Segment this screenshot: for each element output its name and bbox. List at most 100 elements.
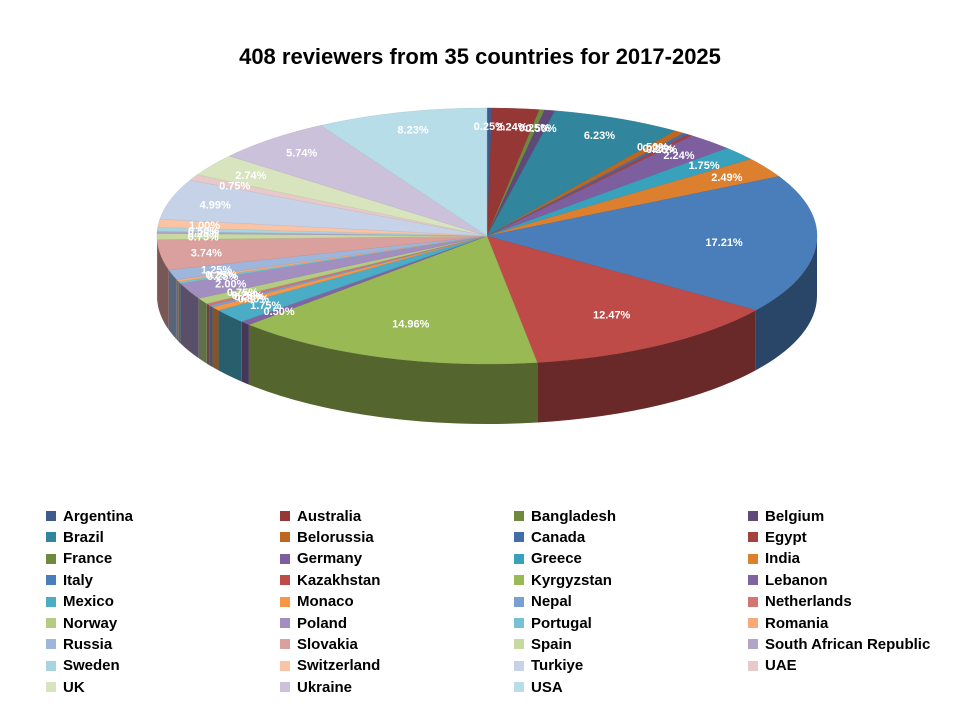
data-label: 0.25%: [642, 143, 673, 155]
legend-swatch: [46, 639, 56, 650]
legend-label: UK: [63, 678, 85, 696]
legend-swatch: [514, 682, 524, 693]
legend-item: UK: [46, 677, 85, 697]
legend-label: South African Republic: [765, 635, 931, 653]
pie-sides: [157, 236, 817, 425]
legend-swatch: [748, 532, 758, 543]
legend-item: Australia: [280, 506, 361, 526]
legend-label: Turkiye: [531, 657, 584, 675]
data-label: 3.74%: [191, 247, 222, 259]
legend-label: Bangladesh: [531, 507, 617, 525]
data-label: 0.75%: [227, 287, 258, 299]
legend-swatch: [514, 618, 524, 628]
legend-label: Russia: [63, 635, 113, 653]
legend-label: Slovakia: [297, 635, 358, 653]
legend-label: India: [765, 550, 801, 568]
legend-label: Australia: [297, 507, 362, 525]
legend-item: Brazil: [46, 527, 104, 547]
data-label: 0.50%: [637, 142, 668, 154]
legend-label: Belorussia: [297, 528, 374, 546]
legend-swatch: [280, 639, 290, 650]
legend-swatch: [748, 511, 758, 521]
legend-label: Netherlands: [765, 593, 852, 611]
legend-swatch: [280, 660, 290, 671]
legend-item: Argentina: [46, 506, 133, 526]
pie-side-russia: [168, 269, 177, 340]
legend-label: Romania: [765, 614, 829, 632]
legend-item: Poland: [280, 613, 347, 633]
legend-swatch: [748, 596, 758, 607]
legend-label: Portugal: [531, 614, 592, 632]
legend-label: Lebanon: [765, 571, 828, 589]
legend-item: Italy: [46, 570, 93, 590]
legend-swatch: [514, 596, 524, 607]
pie-chart: 0.25%2.24%0.25%0.50%6.23%0.50%0.25%0.25%…: [156, 107, 818, 425]
legend-item: France: [46, 549, 112, 569]
data-label: 0.25%: [474, 121, 505, 133]
legend-swatch: [46, 575, 56, 586]
pie-side-nepal: [209, 305, 213, 368]
legend-swatch: [280, 553, 290, 564]
data-label: 1.75%: [250, 300, 281, 312]
pie-slice-brazil: [486, 110, 676, 237]
legend-item: Turkiye: [514, 656, 583, 676]
legend-swatch: [748, 660, 758, 671]
legend-swatch: [514, 575, 524, 586]
data-label: 0.50%: [238, 294, 269, 306]
data-label: 0.25%: [519, 122, 550, 134]
legend-swatch: [46, 660, 56, 671]
legend-item: Egypt: [748, 527, 807, 547]
legend-label: Ukraine: [297, 678, 353, 696]
pie-side-lebanon: [241, 321, 249, 385]
legend-swatch: [748, 639, 758, 650]
legend-item: Germany: [280, 549, 362, 569]
legend-item: Bangladesh: [514, 506, 616, 526]
legend-swatch: [46, 532, 56, 543]
legend-label: Argentina: [63, 507, 134, 525]
legend-item: UAE: [748, 656, 797, 676]
legend-item: Norway: [46, 613, 117, 633]
legend-item: Slovakia: [280, 634, 358, 654]
pie-side-kazakhstan: [537, 310, 756, 423]
data-label: 0.25%: [188, 228, 219, 240]
legend-swatch: [280, 596, 290, 607]
data-label: 12.47%: [593, 309, 631, 321]
pie-side-portugal: [178, 281, 181, 344]
legend-item: Portugal: [514, 613, 592, 633]
data-label: 4.99%: [200, 199, 231, 211]
data-label: 5.74%: [286, 148, 317, 160]
legend-label: Italy: [63, 571, 94, 589]
data-label: 0.50%: [264, 306, 295, 318]
pie-data-labels: 0.25%2.24%0.25%0.50%6.23%0.50%0.25%0.25%…: [188, 121, 743, 330]
data-label: 0.25%: [234, 291, 265, 303]
legend-swatch: [280, 682, 290, 693]
legend-item: Kazakhstan: [280, 570, 380, 590]
legend-label: Poland: [297, 614, 348, 632]
legend-item: Russia: [46, 634, 112, 654]
pie-side-italy: [755, 236, 817, 371]
legend-swatch: [46, 553, 56, 564]
legend-swatch: [514, 511, 524, 521]
legend-swatch: [514, 553, 524, 564]
legend-item: Monaco: [280, 592, 354, 612]
legend-swatch: [46, 682, 56, 693]
chart-title: 408 reviewers from 35 countries for 2017…: [239, 44, 721, 69]
data-label: 2.49%: [711, 172, 742, 184]
legend-item: Kyrgyzstan: [514, 570, 612, 590]
legend-label: Switzerland: [297, 657, 381, 675]
data-label: 0.75%: [219, 181, 250, 193]
data-label: 0.25%: [232, 290, 263, 302]
data-label: 2.00%: [215, 278, 246, 290]
data-label: 6.23%: [584, 130, 615, 142]
data-label: 0.50%: [188, 225, 219, 237]
legend-item: Greece: [514, 549, 582, 569]
legend-swatch: [280, 575, 290, 586]
legend-label: Brazil: [63, 528, 104, 546]
pie-slice-italy: [486, 176, 818, 311]
data-label: 1.00%: [189, 220, 220, 232]
legend-item: Belgium: [748, 506, 824, 526]
legend-swatch: [280, 511, 290, 521]
legend-item: Nepal: [514, 592, 572, 612]
pie-side-monaco: [212, 307, 219, 371]
legend-swatch: [748, 618, 758, 628]
